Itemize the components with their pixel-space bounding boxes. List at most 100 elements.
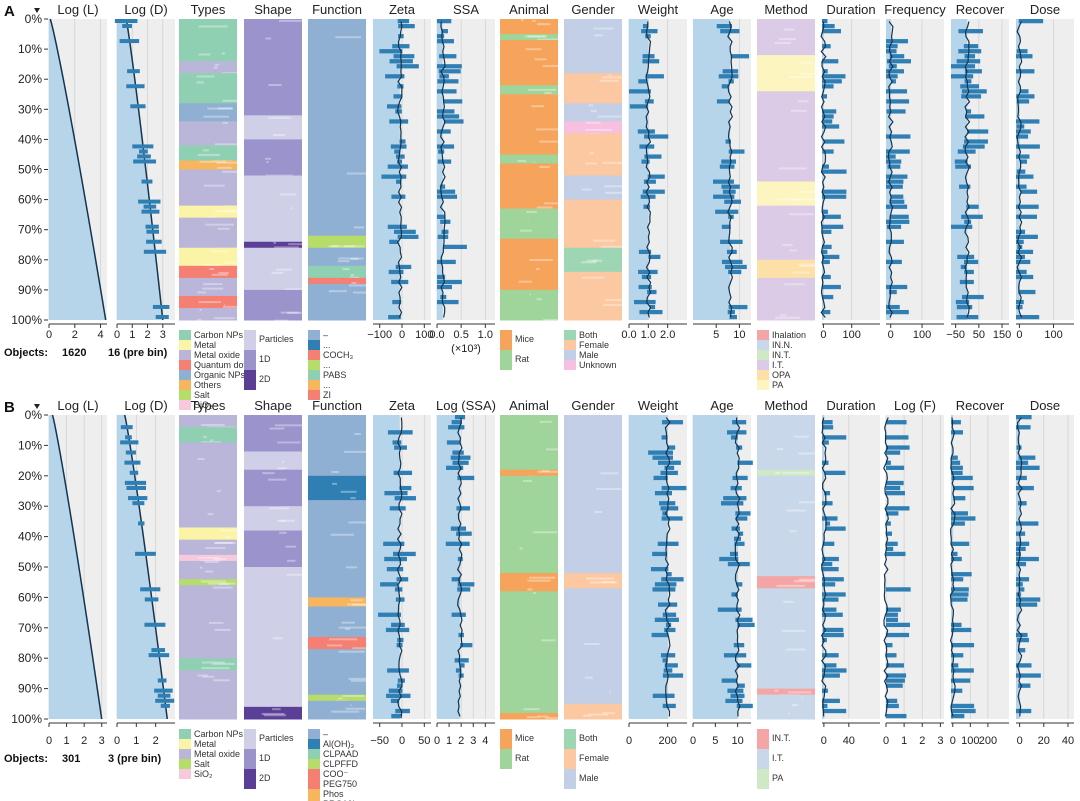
legend-swatch [308,390,320,400]
category-texture [346,172,375,175]
range-bar [661,577,684,582]
range-bar [822,149,834,154]
category-band [308,500,366,598]
category-band [308,19,366,237]
range-bar [1016,445,1022,450]
range-bar [719,556,739,562]
column-title: Method [764,398,807,413]
objects-count: 1620 [62,347,86,359]
range-bar [120,440,139,445]
legend-swatch [564,340,576,350]
range-bar [448,425,465,430]
legend-label: CLPFFD [323,759,359,769]
legend-label: Both [579,733,598,743]
category-band [179,265,237,279]
category-band [244,241,302,249]
category-texture [350,497,356,500]
legend-label: PABS [323,370,346,380]
range-bar [886,184,903,189]
legend-label: Unknown [579,360,617,370]
category-texture [775,316,801,319]
range-bar [951,470,963,476]
range-bar [824,470,846,476]
category-texture [593,27,614,30]
range-bar [661,516,683,521]
category-band [757,576,815,589]
category-band [308,283,366,321]
range-bar [886,39,908,44]
column-title: Log (F) [894,398,936,413]
category-texture [782,244,793,247]
x-tick-label: 150 [993,329,1011,341]
range-bar [443,99,463,104]
category-texture [350,274,355,277]
range-bar [437,189,456,194]
category-texture [797,190,821,193]
category-texture [222,170,247,173]
median-line [439,21,446,318]
range-bar [1016,561,1027,567]
x-tick-label: 0.0 [429,329,444,341]
range-bar [737,460,753,465]
range-bar [395,109,402,114]
category-band [308,415,366,477]
range-bar [1016,214,1037,219]
column-ssa: SSA 0.0 0.5 1.0 (×10³) [429,2,495,355]
range-bar [951,420,961,425]
median-line [1016,417,1023,717]
range-bar [641,159,650,164]
range-bar [645,34,651,39]
distribution-line [123,414,169,720]
range-bar [822,577,844,582]
category-texture [582,276,605,279]
category-band [179,61,237,74]
legend-label: OPA [772,370,790,380]
category-band [757,694,815,720]
legend-swatch [308,759,320,769]
range-bar [629,89,651,94]
category-texture [287,559,296,562]
range-bar [1016,54,1033,59]
legend-swatch [308,739,320,749]
percent-tick-label: 90% [18,283,42,297]
category-band [179,560,237,580]
range-bar [822,673,840,678]
category-band [179,169,237,207]
category-texture [207,513,214,516]
range-bar [662,703,676,709]
range-bar [437,79,459,84]
category-texture [593,239,616,242]
category-texture [777,448,784,451]
range-bar [661,435,668,440]
category-texture [793,435,809,438]
range-bar [822,24,835,29]
x-tick-label: 3 [470,735,476,747]
category-band [308,636,366,650]
legend-swatch [179,340,191,350]
range-bar [961,94,982,99]
legend-swatch [308,360,320,370]
median-line [820,21,827,318]
range-bar [443,119,464,124]
range-bar [391,713,402,719]
category-texture [261,712,285,715]
range-bar [953,496,966,501]
category-texture [268,116,292,119]
legend-label: Particles [259,733,294,743]
category-texture [263,714,287,717]
category-texture [798,263,826,266]
x-tick-label: 0 [883,735,889,747]
category-texture [274,319,289,322]
category-band [179,585,237,659]
x-tick-label: 100 [415,329,433,341]
column-logd: Log (D) 0 1 2 [114,398,175,747]
range-bar [886,59,911,64]
category-texture [536,23,551,26]
column-shape: Shape Particles 1D 2D [244,2,312,390]
range-bar [437,114,460,119]
range-bar [1016,254,1025,260]
range-bar [886,134,911,139]
legend-label: Both [579,330,598,340]
range-bar [822,169,847,174]
